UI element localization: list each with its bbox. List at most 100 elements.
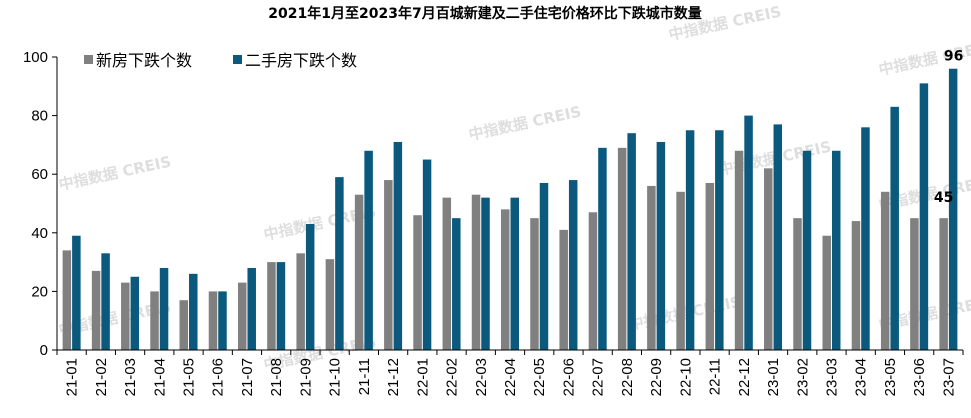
x-tick-label: 22-01 (414, 358, 431, 396)
y-tick-label: 80 (31, 108, 48, 125)
bar-new-homes-23-05 (880, 191, 890, 350)
bar-resale-homes-22-03 (481, 197, 490, 350)
x-tick-label: 21-12 (385, 358, 402, 396)
x-tick-label: 21-09 (297, 358, 314, 396)
bar-resale-homes-22-09 (656, 141, 666, 350)
data-labels: 45 96 (934, 49, 963, 206)
bar-new-homes-22-06 (559, 229, 568, 350)
bar-new-homes-21-04 (150, 291, 159, 350)
y-tick-label: 40 (31, 225, 48, 242)
bar-new-homes-21-05 (179, 300, 189, 350)
data-label: 96 (944, 49, 963, 65)
legend-label-resale-homes: 二手房下跌个数 (245, 51, 357, 70)
bar-new-homes-22-02 (442, 197, 452, 350)
bar-resale-homes-22-02 (452, 218, 461, 350)
x-tick-label: 22-07 (590, 358, 607, 396)
bar-new-homes-21-03 (121, 282, 130, 350)
bar-resale-homes-22-10 (685, 130, 695, 350)
x-tick-label: 22-06 (560, 358, 577, 396)
x-tick-label: 22-03 (473, 358, 490, 396)
watermark-text: 中指数据 CREIS (57, 153, 173, 194)
chart-title: 2021年1月至2023年7月百城新建及二手住宅价格环比下跌城市数量 (268, 5, 701, 22)
bar-resale-homes-21-09 (305, 224, 315, 350)
x-tick-label: 23-03 (823, 358, 840, 396)
x-tick-label: 23-04 (853, 358, 870, 396)
bars (62, 68, 958, 351)
bar-resale-homes-22-08 (627, 133, 636, 350)
bar-new-homes-22-11 (705, 182, 715, 350)
x-tick-label: 21-02 (93, 358, 110, 396)
bar-resale-homes-21-08 (276, 262, 286, 350)
x-tick-label: 22-05 (531, 358, 548, 396)
bar-new-homes-21-06 (208, 291, 218, 350)
bar-resale-homes-21-06 (218, 291, 227, 350)
bar-resale-homes-22-12 (744, 115, 753, 350)
bar-new-homes-22-05 (530, 218, 539, 350)
bar-resale-homes-21-01 (72, 235, 81, 350)
bar-new-homes-22-04 (501, 209, 510, 350)
bar-resale-homes-21-05 (189, 273, 198, 350)
bar-new-homes-21-02 (91, 270, 101, 350)
bar-new-homes-22-03 (471, 194, 481, 350)
axes (56, 57, 963, 351)
bar-resale-homes-23-03 (831, 150, 841, 350)
y-tick-label: 0 (40, 342, 48, 359)
bar-resale-homes-23-05 (890, 106, 899, 350)
bar-new-homes-23-07 (939, 218, 948, 350)
bar-resale-homes-23-07 (948, 68, 958, 350)
x-tick-label: 23-05 (882, 358, 899, 396)
y-tick-label: 100 (23, 49, 48, 66)
watermark-text: 中指数据 CREIS (627, 293, 743, 334)
x-tick-label: 22-11 (707, 358, 724, 395)
x-tick-label: 22-02 (444, 358, 461, 396)
bar-resale-homes-22-11 (715, 130, 724, 350)
bar-new-homes-23-04 (851, 221, 861, 350)
bar-resale-homes-21-04 (159, 267, 169, 350)
x-tick-label: 21-05 (181, 358, 198, 396)
legend-label-new-homes: 新房下跌个数 (96, 51, 192, 70)
x-tick-label: 21-08 (268, 358, 285, 396)
data-label: 45 (934, 190, 953, 206)
bar-resale-homes-21-07 (247, 267, 256, 350)
bar-resale-homes-22-06 (568, 180, 578, 350)
x-tick-label: 22-12 (736, 358, 753, 396)
bar-resale-homes-22-05 (539, 182, 549, 350)
bar-resale-homes-21-02 (101, 253, 110, 350)
x-tick-label: 23-01 (765, 358, 782, 396)
x-tick-label: 21-11 (356, 358, 373, 395)
legend-swatch-new-homes (84, 55, 93, 64)
x-tick-label: 21-01 (64, 358, 81, 396)
bar-resale-homes-23-04 (861, 127, 870, 350)
bar-resale-homes-21-03 (130, 276, 140, 350)
x-tick-label: 23-06 (911, 358, 928, 396)
bar-resale-homes-22-04 (510, 197, 519, 350)
bar-new-homes-22-08 (617, 147, 627, 350)
bar-new-homes-21-01 (62, 250, 72, 350)
bar-resale-homes-22-01 (422, 159, 432, 350)
bar-new-homes-21-12 (384, 180, 393, 350)
x-tick-label: 23-02 (794, 358, 811, 396)
bar-resale-homes-22-07 (598, 147, 607, 350)
y-tick-label: 60 (31, 166, 48, 183)
bar-new-homes-21-08 (267, 262, 276, 350)
watermark-text: 中指数据 CREIS (467, 103, 583, 144)
x-tick-label: 22-09 (648, 358, 665, 396)
legend-swatch-resale-homes (233, 55, 242, 64)
bar-new-homes-22-07 (588, 212, 598, 350)
bar-new-homes-23-02 (793, 218, 802, 350)
bar-resale-homes-23-02 (802, 150, 812, 350)
x-tick-label: 21-07 (239, 358, 256, 396)
bar-resale-homes-21-10 (335, 177, 344, 350)
x-tick-label: 22-04 (502, 358, 519, 396)
y-tick-label: 20 (31, 283, 48, 300)
bar-new-homes-23-01 (764, 168, 773, 350)
bar-new-homes-23-06 (910, 218, 919, 350)
bar-resale-homes-21-12 (393, 141, 403, 350)
bar-new-homes-21-10 (325, 259, 335, 350)
bar-new-homes-22-09 (647, 185, 656, 350)
x-tick-label: 22-10 (677, 358, 694, 396)
bar-new-homes-22-10 (676, 191, 685, 350)
y-ticks: 0 20 40 60 80 100 (23, 49, 57, 359)
x-tick-label: 23-07 (940, 358, 957, 396)
